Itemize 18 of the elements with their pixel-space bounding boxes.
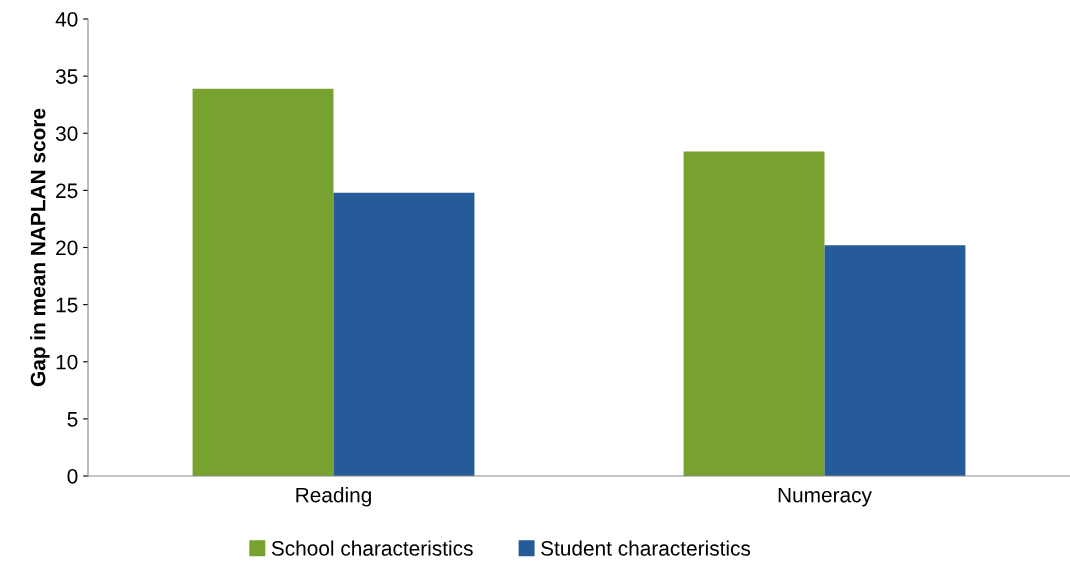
y-tick-label: 5 bbox=[67, 412, 78, 427]
y-tick-label: 35 bbox=[55, 69, 78, 84]
y-tick-label: 10 bbox=[56, 354, 78, 370]
y-tick-label: 0 bbox=[67, 469, 78, 484]
legend-label: School characteristics bbox=[271, 540, 473, 556]
x-tick-label: Reading bbox=[296, 487, 371, 507]
y-tick-label: 20 bbox=[56, 240, 78, 256]
y-tick-label: 40 bbox=[55, 12, 78, 27]
y-tick-label: 25 bbox=[56, 183, 78, 199]
bar bbox=[824, 245, 966, 476]
x-tick-label: Numeracy bbox=[778, 487, 872, 507]
bar bbox=[683, 151, 825, 476]
y-tick-label: 15 bbox=[56, 297, 78, 313]
y-tick-label: 30 bbox=[55, 126, 78, 141]
bar bbox=[192, 88, 334, 476]
legend-label: Student characteristics bbox=[541, 540, 751, 556]
bar bbox=[333, 192, 475, 476]
y-axis-title: Gap in mean NAPLAN score bbox=[30, 108, 50, 387]
